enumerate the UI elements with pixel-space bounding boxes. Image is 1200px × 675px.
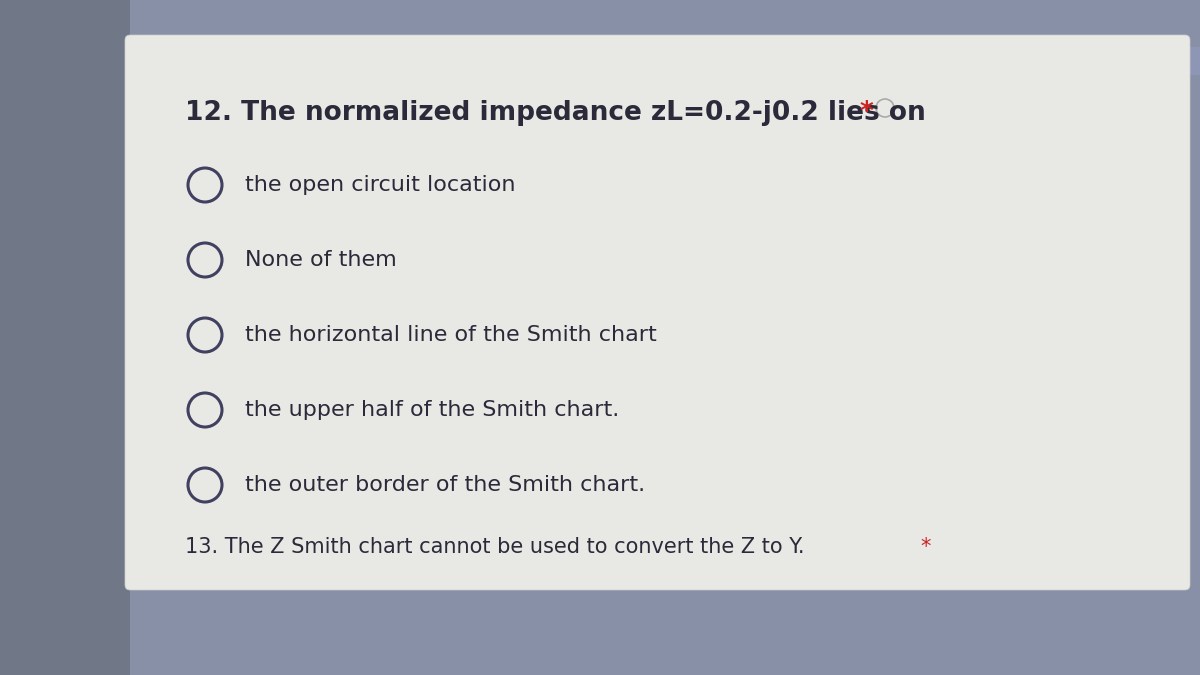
Text: *: * <box>860 100 874 126</box>
Text: 13. The Z Smith chart cannot be used to convert the Z to Y.: 13. The Z Smith chart cannot be used to … <box>185 537 804 557</box>
Text: the upper half of the Smith chart.: the upper half of the Smith chart. <box>245 400 619 420</box>
FancyBboxPatch shape <box>0 47 1200 75</box>
FancyBboxPatch shape <box>125 35 1190 590</box>
Text: None of them: None of them <box>245 250 397 270</box>
FancyBboxPatch shape <box>0 0 130 675</box>
Text: the horizontal line of the Smith chart: the horizontal line of the Smith chart <box>245 325 656 345</box>
Text: 12. The normalized impedance zL=0.2-j0.2 lies on: 12. The normalized impedance zL=0.2-j0.2… <box>185 100 925 126</box>
Text: the outer border of the Smith chart.: the outer border of the Smith chart. <box>245 475 646 495</box>
Text: the open circuit location: the open circuit location <box>245 175 516 195</box>
FancyBboxPatch shape <box>0 0 1200 65</box>
Text: *: * <box>920 537 930 557</box>
